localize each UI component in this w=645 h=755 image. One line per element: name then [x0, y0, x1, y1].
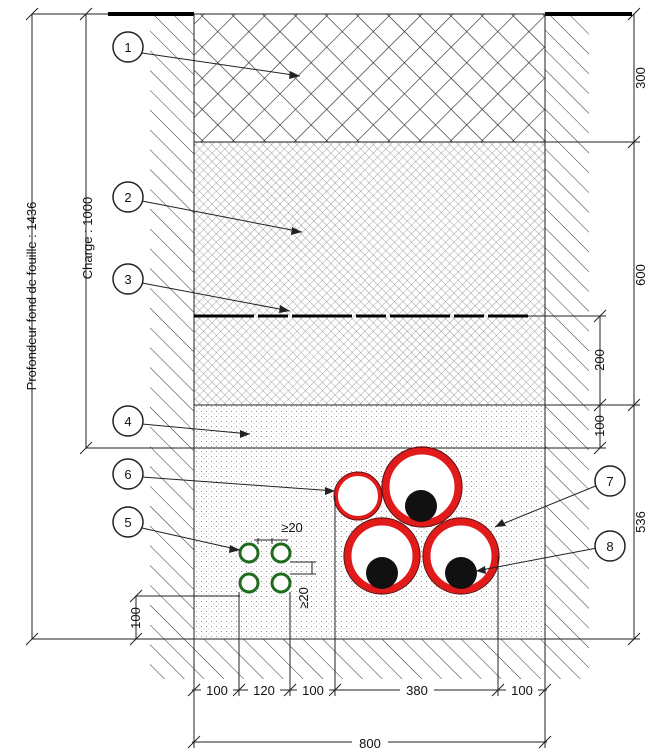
callout-7: 7: [594, 465, 626, 497]
svg-text:1: 1: [124, 40, 131, 55]
dim-charge: Charge : 1000: [79, 7, 194, 455]
callout-6: 6: [112, 458, 144, 490]
pipe-small-red-outline: [333, 471, 383, 521]
svg-text:Charge : 1000: Charge : 1000: [80, 197, 95, 279]
dim-left-small: 100: [128, 589, 240, 646]
cable-bottom-right: [445, 557, 477, 589]
soil-right: [545, 14, 589, 639]
svg-text:600: 600: [633, 264, 645, 286]
pipe-bottom-right: [423, 518, 499, 594]
small-conduits: [238, 542, 292, 594]
large-pipes: [333, 446, 500, 595]
cable-top: [405, 490, 437, 522]
small-conduit: [270, 572, 292, 594]
pipe-bottom-right-outline: [422, 517, 500, 595]
soil-bottom: [150, 639, 589, 679]
svg-text:7: 7: [606, 474, 613, 489]
small-conduit: [270, 542, 292, 564]
pipe-bottom-left: [344, 518, 420, 594]
svg-text:8: 8: [606, 539, 613, 554]
layer-backfill: [193, 141, 546, 406]
svg-text:300: 300: [633, 67, 645, 89]
svg-text:120: 120: [253, 683, 275, 698]
dim-bottom-parts: 100 120 100 380 100: [187, 496, 552, 698]
layer-surface: [193, 13, 546, 143]
svg-text:100: 100: [128, 607, 143, 629]
svg-text:200: 200: [592, 349, 607, 371]
svg-text:100: 100: [592, 415, 607, 437]
small-conduit: [238, 542, 260, 564]
dim-depth: Profondeur fond de fouille : 1436: [24, 7, 194, 646]
dim-inner-right: 200 100: [528, 309, 607, 455]
svg-text:≥20: ≥20: [296, 587, 311, 609]
soil-left: [150, 14, 194, 639]
svg-text:100: 100: [511, 683, 533, 698]
cable-bottom-left: [366, 557, 398, 589]
svg-text:800: 800: [359, 736, 381, 750]
svg-text:6: 6: [124, 467, 131, 482]
svg-text:3: 3: [124, 272, 131, 287]
svg-text:536: 536: [633, 511, 645, 533]
dim-small-spacing: ≥20 ≥20: [254, 520, 316, 609]
pipe-top: [382, 447, 462, 527]
dim-bottom-total: 800: [187, 696, 552, 751]
svg-text:380: 380: [406, 683, 428, 698]
svg-text:2: 2: [124, 190, 131, 205]
leaders: [141, 52, 599, 574]
pipe-small-red: [334, 472, 382, 520]
callout-8: 8: [594, 530, 626, 562]
pipe-top-outline: [381, 446, 463, 528]
callout-1: 1: [112, 31, 144, 63]
svg-text:100: 100: [302, 683, 324, 698]
svg-text:≥20: ≥20: [281, 520, 303, 535]
callout-2: 2: [112, 181, 144, 213]
svg-text:5: 5: [124, 515, 131, 530]
callout-5: 5: [112, 506, 144, 538]
dim-right: 300 600 536: [545, 7, 645, 646]
small-conduit: [238, 572, 260, 594]
pipe-bottom-left-outline: [343, 517, 421, 595]
svg-text:Profondeur fond de fouille : 1: Profondeur fond de fouille : 1436: [24, 202, 39, 391]
callout-3: 3: [112, 263, 144, 295]
layer-sand-upper: [193, 404, 546, 449]
svg-text:4: 4: [124, 414, 131, 429]
svg-text:100: 100: [206, 683, 228, 698]
callout-4: 4: [112, 405, 144, 437]
